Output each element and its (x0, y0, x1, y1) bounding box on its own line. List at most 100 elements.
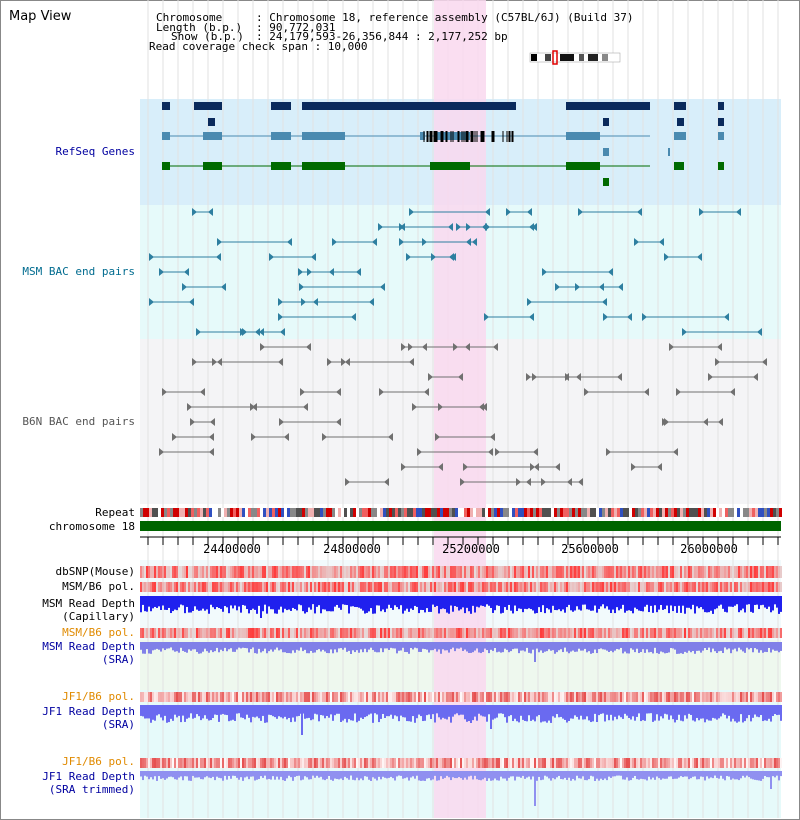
depth-bar (462, 596, 464, 608)
heat-cell (752, 566, 754, 578)
heat-cell (448, 628, 450, 638)
heat-cell (322, 566, 324, 578)
depth-bar (324, 642, 326, 652)
heat-cell (480, 628, 482, 638)
depth-bar (728, 642, 730, 649)
depth-bar (622, 705, 624, 719)
b6n-pair-end (388, 433, 393, 441)
heat-cell (400, 628, 402, 638)
track-label-jf1-b6-pol-2[interactable]: JF1/B6 pol. (62, 755, 135, 768)
track-label-refseq[interactable]: RefSeq Genes (55, 145, 135, 158)
depth-bar (546, 771, 548, 777)
track-label-jf1-b6-pol-1[interactable]: JF1/B6 pol. (62, 690, 135, 703)
read-depth-tracks[interactable] (140, 596, 782, 806)
track-label-msm-depth-cap[interactable]: MSM Read Depth (42, 597, 135, 610)
depth-bar (678, 596, 680, 606)
heat-cell (284, 692, 286, 702)
heat-cell (462, 582, 464, 592)
heat-cell (758, 582, 760, 592)
b6n-pair-end (617, 373, 622, 381)
track-label-msm-depth-sra[interactable]: MSM Read Depth (42, 640, 135, 653)
b6n-bac-end-pairs[interactable] (159, 343, 767, 486)
depth-bar (502, 596, 504, 613)
depth-bar (162, 642, 164, 649)
heat-cell (202, 758, 204, 768)
track-label-repeat[interactable]: Repeat (95, 506, 135, 519)
depth-bar (750, 705, 752, 722)
depth-bar (284, 705, 286, 717)
heat-cell (458, 758, 460, 768)
heat-cell (450, 628, 452, 638)
depth-bar (430, 642, 432, 651)
depth-bar (454, 771, 456, 779)
repeat-segment (152, 508, 155, 517)
track-label-b6n-bac[interactable]: B6N BAC end pairs (22, 415, 135, 428)
depth-bar (480, 596, 482, 606)
repeat-segment (692, 508, 695, 517)
heat-cell (700, 692, 702, 702)
heat-cell (516, 582, 518, 592)
repeat-track[interactable] (140, 508, 782, 517)
track-label-jf1-depth-trim[interactable]: JF1 Read Depth (42, 770, 135, 783)
heat-cell (258, 566, 260, 578)
depth-bar (440, 596, 442, 610)
depth-bar (606, 596, 608, 607)
heat-cell (628, 566, 630, 578)
depth-bar (234, 642, 236, 652)
chromosome-ideogram[interactable] (529, 50, 621, 65)
depth-bar (680, 642, 682, 654)
depth-bar (686, 596, 688, 608)
heatmap-tracks[interactable] (140, 566, 782, 768)
depth-bar (604, 596, 606, 609)
depth-bar (184, 771, 186, 777)
depth-bar (156, 771, 158, 781)
heat-cell (626, 566, 628, 578)
depth-bar (370, 705, 372, 714)
track-label-msm-b6-pol-2[interactable]: MSM/B6 pol. (62, 626, 135, 639)
heat-cell (174, 758, 176, 768)
depth-bar (520, 596, 522, 609)
track-label-dbsnp[interactable]: dbSNP(Mouse) (55, 565, 135, 578)
heat-cell (436, 692, 438, 702)
msm-pair-end (208, 208, 213, 216)
depth-bar (726, 642, 728, 650)
track-label-chromosome[interactable]: chromosome 18 (48, 520, 135, 533)
heat-cell (342, 566, 344, 578)
msm-pair-end (449, 253, 454, 261)
depth-bar (368, 596, 370, 612)
heat-cell (638, 758, 640, 768)
heat-cell (324, 582, 326, 592)
heat-cell (336, 582, 338, 592)
chromosome-bar[interactable] (140, 521, 781, 531)
heat-cell (258, 758, 260, 768)
heat-cell (568, 692, 570, 702)
repeat-segment (500, 508, 503, 517)
depth-bar (312, 705, 314, 720)
heat-cell (666, 758, 668, 768)
depth-bar (584, 596, 586, 605)
heat-cell (732, 758, 734, 768)
depth-bar (140, 705, 142, 716)
depth-bar (288, 705, 290, 718)
heat-cell (294, 628, 296, 638)
depth-bar (210, 705, 212, 721)
heat-cell (432, 758, 434, 768)
track-label-jf1-depth-sra[interactable]: JF1 Read Depth (42, 705, 135, 718)
repeat-segment (512, 508, 515, 517)
heat-cell (658, 758, 660, 768)
depth-bar (226, 771, 228, 780)
track-label-msm-b6-pol-1[interactable]: MSM/B6 pol. (62, 580, 135, 593)
depth-bar (414, 705, 416, 723)
heat-cell (214, 582, 216, 592)
heat-cell (196, 758, 198, 768)
depth-bar (252, 596, 254, 609)
depth-bar (556, 705, 558, 715)
depth-bar (570, 705, 572, 719)
track-label-msm-bac[interactable]: MSM BAC end pairs (22, 265, 135, 278)
msm-bac-end-pairs[interactable] (149, 208, 762, 336)
repeat-segment (746, 508, 749, 517)
depth-bar (714, 642, 716, 652)
heat-cell (662, 758, 664, 768)
refseq-gene-features[interactable] (162, 102, 724, 186)
